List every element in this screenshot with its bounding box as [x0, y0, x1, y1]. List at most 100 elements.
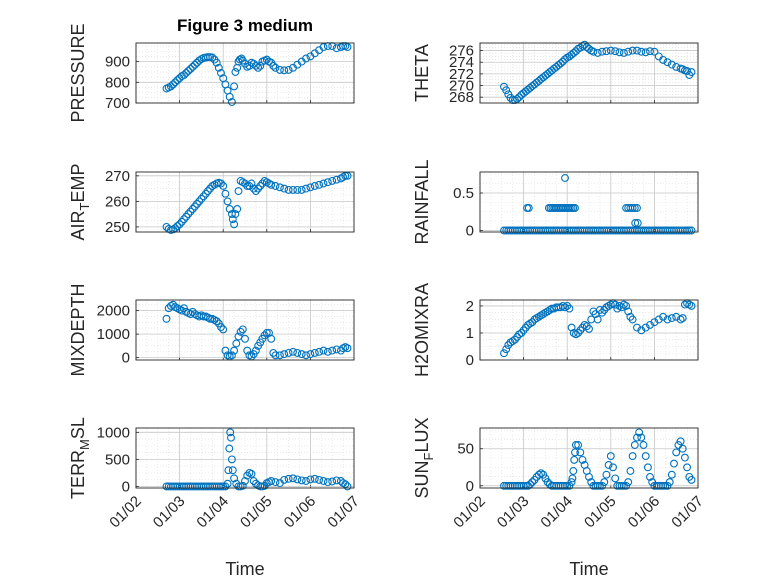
- data-point: [561, 481, 569, 490]
- data-point: [670, 459, 678, 468]
- data-point: [654, 315, 663, 324]
- subplot-mixdepth: 0 1000 2000 MIXDEPTH: [68, 283, 355, 377]
- data-point: [568, 474, 577, 483]
- data-point: [643, 463, 652, 472]
- data-point: [223, 197, 232, 206]
- data-point: [646, 320, 654, 329]
- y-tick-label: 0: [122, 350, 130, 367]
- data-point: [306, 475, 315, 484]
- data-point: [225, 444, 234, 453]
- data-point: [615, 48, 624, 57]
- data-point: [227, 351, 236, 360]
- data-point: [267, 180, 276, 189]
- data-point: [306, 350, 315, 359]
- data-point: [251, 346, 260, 355]
- data-point: [310, 182, 319, 190]
- data-point: [665, 478, 674, 487]
- data-point: [319, 179, 328, 188]
- data-point: [576, 448, 585, 457]
- y-tick-label: 1: [466, 325, 474, 342]
- data-point: [598, 47, 607, 56]
- data-point: [521, 481, 530, 490]
- data-point: [251, 61, 260, 70]
- y-axis-label: MIXDEPTH: [68, 283, 88, 376]
- data-point: [683, 463, 692, 472]
- data-point: [226, 428, 235, 437]
- data-point: [251, 479, 260, 488]
- data-point: [236, 327, 245, 336]
- data-point: [571, 448, 579, 457]
- data-point: [667, 314, 676, 323]
- data-point: [238, 325, 247, 334]
- x-tick-label: 01/04: [537, 493, 576, 532]
- data-point: [289, 474, 297, 483]
- data-point: [567, 478, 576, 487]
- data-point: [256, 61, 265, 70]
- data-point: [280, 66, 289, 75]
- y-tick-label: 274: [449, 54, 474, 71]
- data-point: [569, 48, 578, 57]
- data-point: [269, 348, 278, 357]
- data-point: [245, 182, 254, 190]
- data-point: [343, 482, 352, 491]
- data-point: [223, 479, 232, 488]
- data-point: [297, 185, 306, 194]
- data-point: [659, 481, 668, 490]
- data-point: [524, 204, 533, 212]
- subplot-air: 250 260 270 AIRTEMP: [68, 164, 355, 240]
- data-point: [626, 467, 635, 475]
- data-point: [262, 328, 271, 337]
- data-point: [683, 67, 692, 75]
- data-point: [528, 478, 537, 487]
- data-point: [297, 476, 306, 485]
- data-point: [284, 474, 293, 483]
- data-point: [624, 478, 633, 487]
- data-point: [639, 441, 648, 449]
- data-point: [574, 441, 583, 449]
- data-point: [302, 477, 310, 485]
- data-point: [188, 62, 197, 71]
- x-axis-label-left: Time: [225, 559, 264, 579]
- data-point: [199, 192, 208, 201]
- data-point: [186, 64, 195, 73]
- data-point: [585, 472, 593, 481]
- data-point: [524, 320, 532, 329]
- data-point: [585, 324, 593, 333]
- data-point: [267, 477, 276, 485]
- data-point: [650, 318, 659, 327]
- x-tick-label: 01/06: [281, 493, 320, 532]
- data-point: [617, 481, 626, 490]
- y-tick-label: 270: [105, 168, 130, 185]
- data-point: [600, 478, 609, 487]
- data-point: [633, 219, 642, 227]
- figure-title: Figure 3 medium: [177, 16, 313, 35]
- data-point: [672, 448, 681, 457]
- data-point: [508, 96, 517, 105]
- data-point: [630, 441, 639, 449]
- data-point: [534, 312, 543, 321]
- data-point: [280, 475, 289, 484]
- data-point: [593, 315, 602, 324]
- data-point: [225, 205, 234, 213]
- data-point: [284, 348, 293, 357]
- x-tick-label: 01/07: [324, 493, 363, 532]
- data-point: [203, 53, 212, 62]
- data-point: [275, 65, 284, 74]
- x-tick-label: 01/05: [237, 493, 276, 532]
- x-tick-label: 01/07: [668, 493, 707, 532]
- data-point: [641, 452, 650, 461]
- data-point: [328, 176, 337, 185]
- data-point: [663, 315, 672, 324]
- data-point: [319, 477, 328, 485]
- data-point: [319, 43, 328, 52]
- y-tick-label: 900: [105, 54, 130, 71]
- data-point: [611, 300, 620, 309]
- x-tick-label: 01/06: [625, 493, 664, 532]
- data-point: [231, 210, 240, 219]
- y-tick-label: 1000: [97, 326, 130, 343]
- axes-frame: [135, 299, 355, 361]
- data-point: [545, 306, 554, 314]
- data-point: [241, 334, 249, 343]
- data-point: [238, 481, 247, 490]
